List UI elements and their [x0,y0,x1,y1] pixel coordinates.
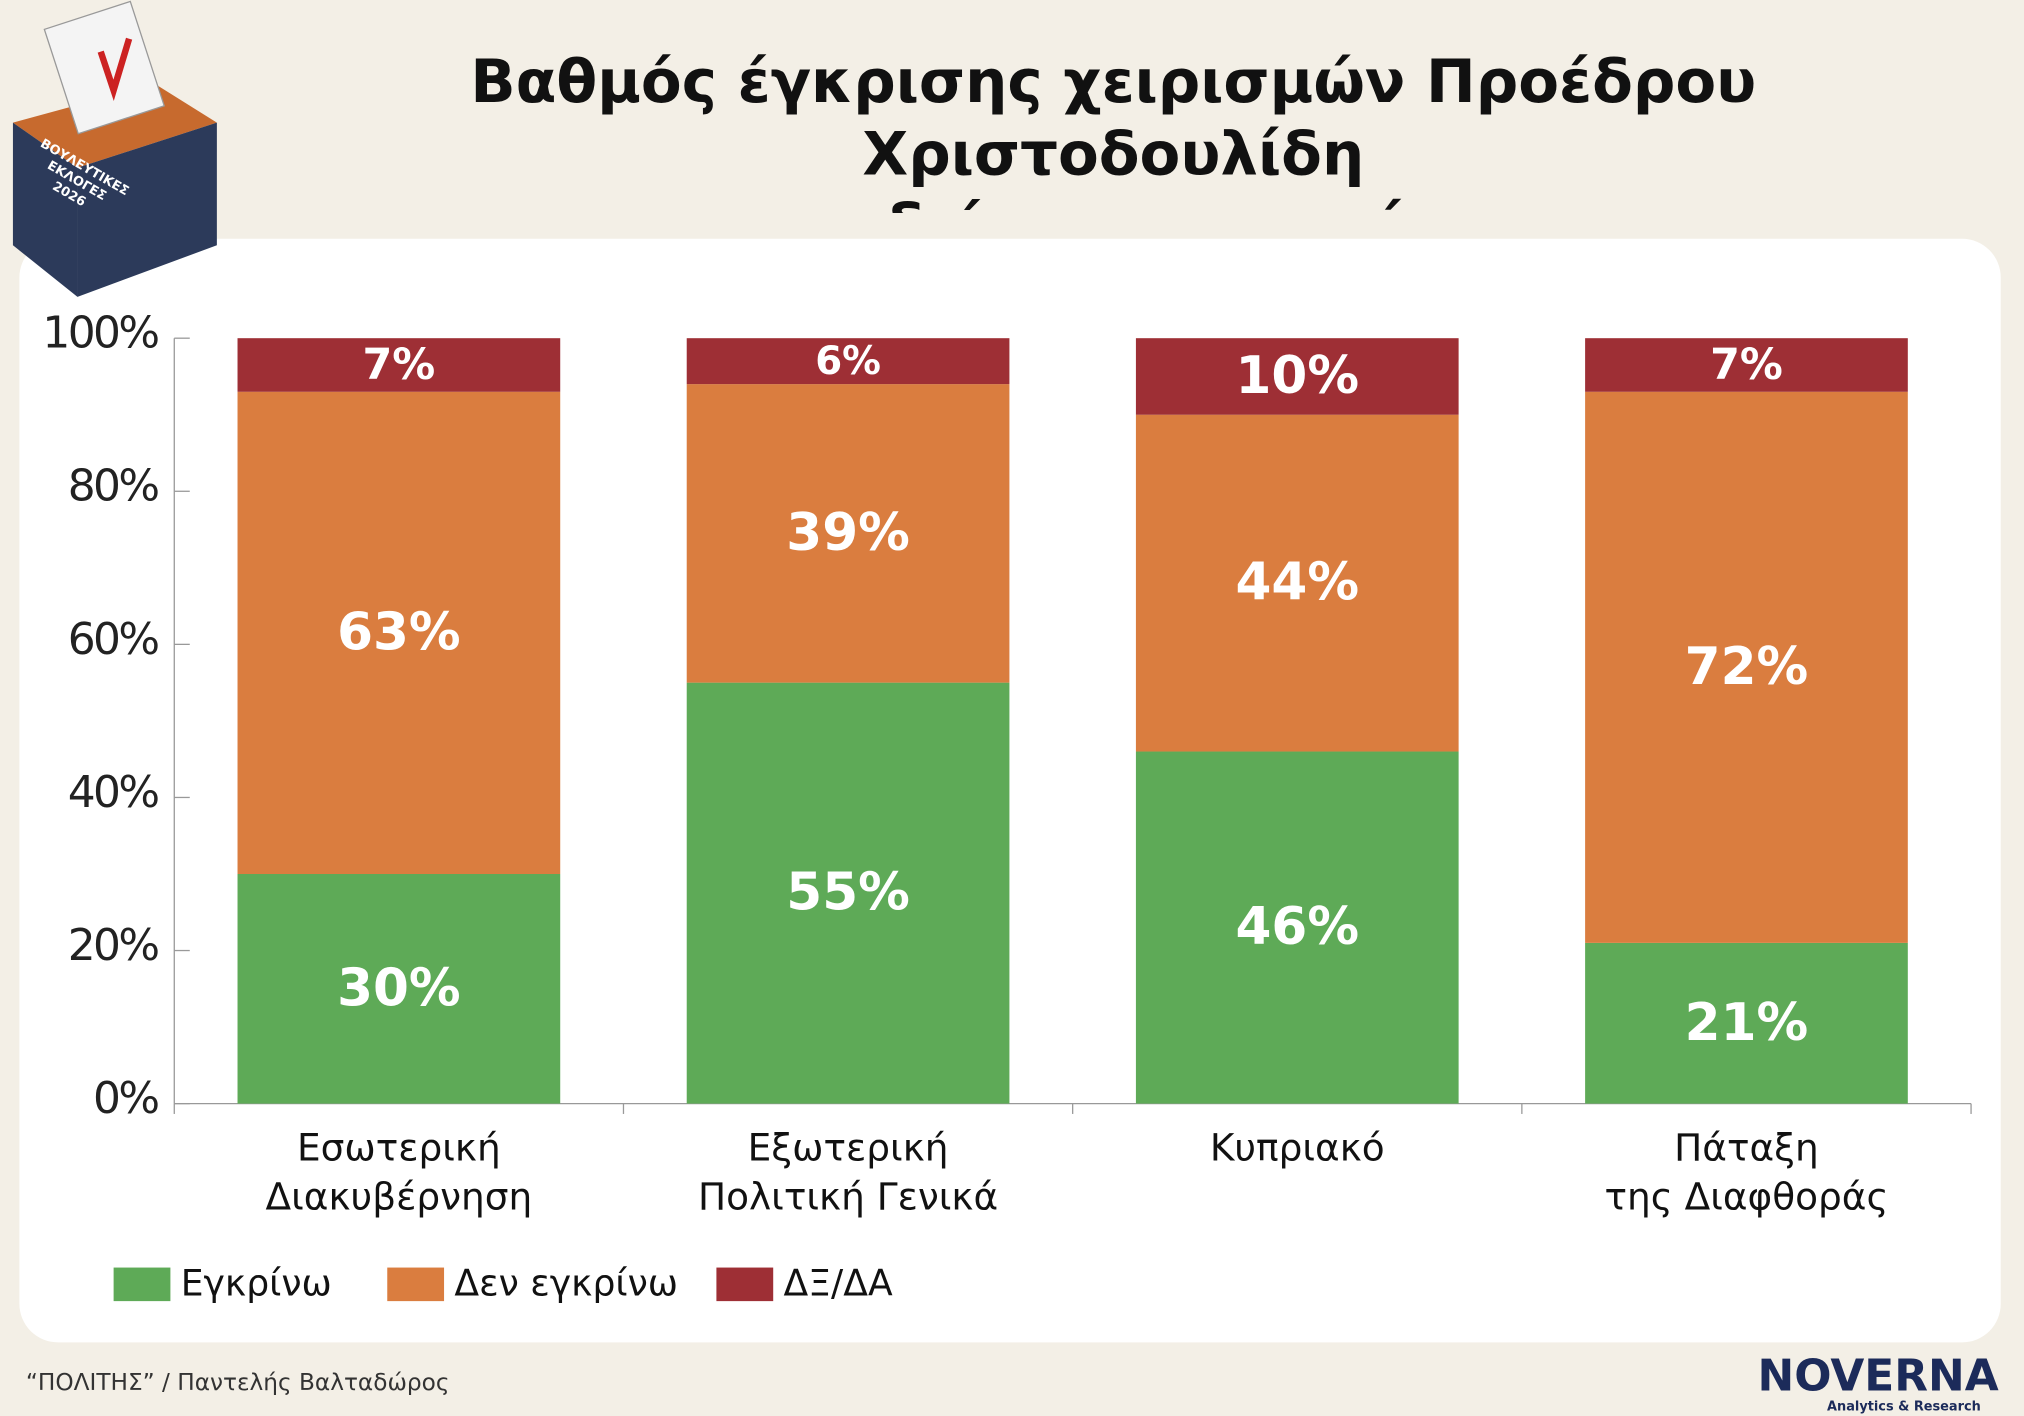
x-tick-label: Κυπριακό [1209,1125,1385,1170]
legend-label: Δεν εγκρίνω [454,1262,678,1305]
bar-segment [686,384,1010,683]
y-tick-label: 20% [68,920,159,971]
x-label-box: Εσωτερική Διακυβέρνηση [265,1125,533,1219]
value-label: 21% [1685,993,1809,1053]
y-tick-label: 40% [68,767,159,818]
value-label: 44% [1235,553,1359,613]
logo-tagline: Analytics & Research [1827,1399,1981,1414]
bar-segment [237,391,561,874]
x-label-box: Κυπριακό [1209,1125,1385,1170]
chart-title: Βαθμός έγκρισης χειρισμών Προέδρου Χριστ… [470,46,1757,213]
bar-segment [1585,338,1908,392]
bar-segment [1585,942,1908,1104]
value-label: 7% [362,340,435,390]
x-tick-label: Εξωτερική Πολιτική Γενικά [697,1125,999,1219]
x-tick-label: Εσωτερική Διακυβέρνηση [265,1125,533,1219]
logo: NOVERNA [1758,1351,1999,1402]
legend-swatch [387,1267,445,1302]
value-label: 63% [337,602,461,662]
value-label: 10% [1235,346,1359,406]
bar-segment [686,682,1010,1104]
bar-segment [1135,414,1459,752]
y-tick-label: 100% [42,308,158,359]
source: “ΠΟΛΙΤΗΣ” / Παντελής Βαλταδώρος [26,1369,450,1396]
value-label: 39% [786,503,910,563]
legend-swatch [113,1267,171,1302]
value-label: 55% [786,863,910,923]
legend-label: Εγκρίνω [181,1262,332,1305]
bar-segment [1585,391,1908,943]
x-label-box: Εξωτερική Πολιτική Γενικά [697,1125,999,1219]
x-label-box: Πάταξη της Διαφθοράς [1604,1125,1889,1219]
y-tick-label: 0% [93,1073,158,1124]
value-label: 6% [815,339,881,384]
bar-segment [237,873,561,1104]
bar-segment [686,338,1010,385]
x-tick-label: Πάταξη της Διαφθοράς [1604,1125,1889,1219]
value-label: 46% [1235,897,1359,957]
value-label: 30% [337,958,461,1018]
bar-segment [1135,751,1459,1104]
y-tick-label: 80% [68,461,159,512]
legend-label: ΔΞ/ΔΑ [784,1262,893,1305]
ballot-box: ΒΟΥΛΕΥΤΙΚΕΣ ΕΚΛΟΓΕΣ 2026 [12,0,217,297]
value-label: 72% [1685,637,1809,697]
value-label: 7% [1710,340,1783,390]
y-tick-label: 60% [68,614,159,665]
legend-swatch [716,1267,774,1302]
bar-segment [1135,338,1459,415]
bar-segment [237,338,561,392]
